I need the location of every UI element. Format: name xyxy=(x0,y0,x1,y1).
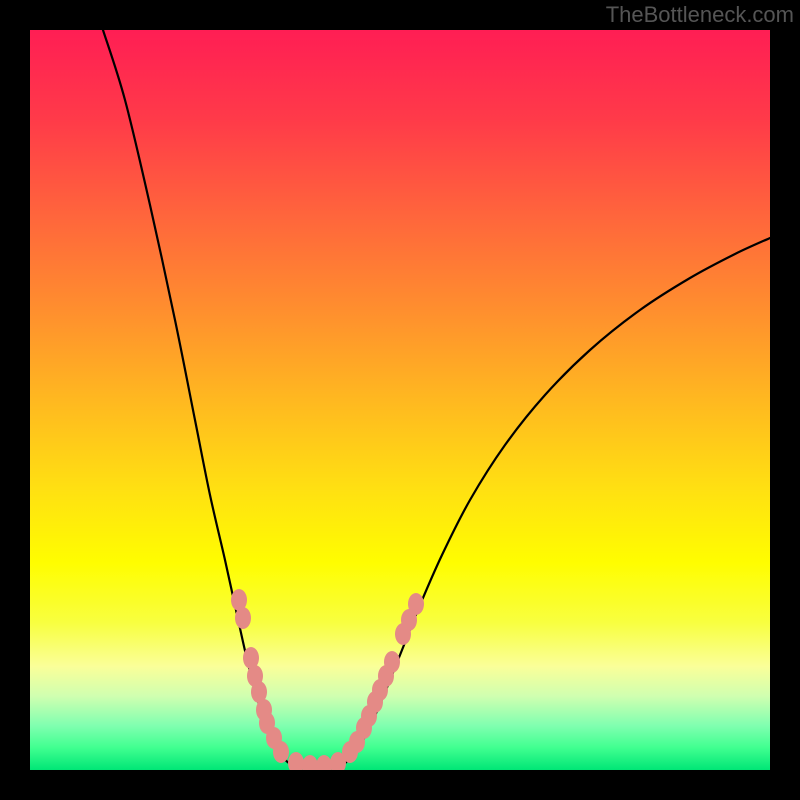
chart-container: TheBottleneck.com xyxy=(0,0,800,800)
data-marker xyxy=(302,755,318,770)
data-markers xyxy=(231,589,424,770)
bottleneck-curve xyxy=(103,30,770,768)
data-marker xyxy=(408,593,424,615)
data-marker xyxy=(235,607,251,629)
watermark-text: TheBottleneck.com xyxy=(606,2,794,28)
curve-layer xyxy=(30,30,770,770)
data-marker xyxy=(316,755,332,770)
data-marker xyxy=(273,741,289,763)
plot-area xyxy=(30,30,770,770)
data-marker xyxy=(384,651,400,673)
data-marker xyxy=(288,752,304,770)
